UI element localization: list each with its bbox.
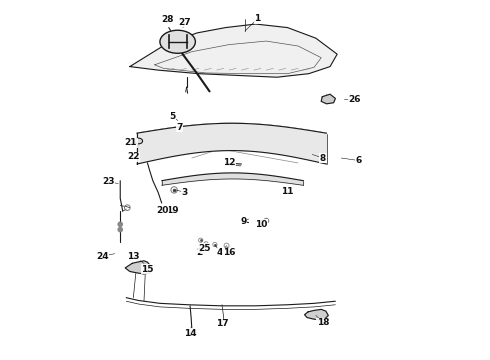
- Polygon shape: [130, 24, 337, 77]
- Text: 8: 8: [320, 153, 326, 162]
- Circle shape: [118, 222, 122, 226]
- Text: 16: 16: [223, 248, 235, 257]
- Text: 21: 21: [124, 138, 137, 147]
- Text: 1: 1: [254, 14, 261, 23]
- Text: 7: 7: [176, 123, 183, 132]
- Text: 20: 20: [157, 206, 169, 215]
- Text: 27: 27: [178, 18, 191, 27]
- Polygon shape: [137, 123, 326, 164]
- Circle shape: [118, 228, 122, 232]
- Text: 4: 4: [217, 248, 223, 257]
- Polygon shape: [162, 173, 303, 185]
- Text: 12: 12: [223, 158, 235, 167]
- Polygon shape: [125, 261, 152, 274]
- Polygon shape: [321, 94, 335, 104]
- Text: 14: 14: [184, 329, 196, 338]
- Polygon shape: [305, 309, 328, 320]
- Text: 3: 3: [182, 188, 188, 197]
- Text: 17: 17: [216, 319, 228, 328]
- Text: 24: 24: [96, 252, 109, 261]
- Text: 13: 13: [127, 252, 140, 261]
- Text: 11: 11: [281, 187, 294, 196]
- Text: 25: 25: [198, 244, 211, 253]
- Text: 19: 19: [166, 206, 179, 215]
- Ellipse shape: [160, 30, 196, 53]
- Text: 23: 23: [102, 177, 115, 186]
- Text: 5: 5: [169, 112, 175, 121]
- Text: 22: 22: [127, 153, 140, 162]
- Text: 15: 15: [141, 265, 154, 274]
- Text: 18: 18: [317, 318, 329, 327]
- Text: 2: 2: [196, 248, 202, 257]
- Text: 26: 26: [348, 95, 361, 104]
- Text: 28: 28: [161, 15, 173, 24]
- Text: 10: 10: [255, 220, 267, 229]
- Text: 9: 9: [240, 217, 246, 226]
- Ellipse shape: [135, 138, 143, 144]
- Text: 6: 6: [355, 156, 362, 165]
